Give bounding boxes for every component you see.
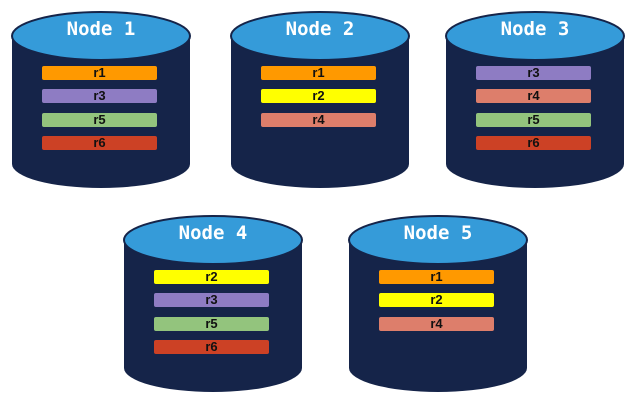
node-cylinder: Node 2 r1 r2 r4 xyxy=(230,6,410,190)
node-title: Node 3 xyxy=(500,18,570,40)
node-cylinder: Node 4 r2 r3 r5 r6 xyxy=(123,210,303,394)
replica-r1: r1 xyxy=(379,270,494,284)
replica-r3: r3 xyxy=(154,293,269,308)
replica-r4: r4 xyxy=(476,89,591,104)
replica-r4: r4 xyxy=(379,316,494,331)
node-cylinder: Node 1 r1 r3 r5 r6 xyxy=(11,6,191,190)
node-cylinder: Node 5 r1 r2 r4 xyxy=(348,210,528,394)
replica-r6: r6 xyxy=(154,339,269,354)
replica-r6: r6 xyxy=(476,135,591,150)
replica-r6: r6 xyxy=(42,135,157,150)
replica-r3: r3 xyxy=(476,66,591,80)
replica-r4: r4 xyxy=(261,112,376,127)
node-title: Node 5 xyxy=(403,222,473,244)
replica-r1: r1 xyxy=(261,66,376,80)
node-title: Node 1 xyxy=(66,18,136,40)
node-cylinder: Node 3 r3 r4 r5 r6 xyxy=(445,6,625,190)
replica-r5: r5 xyxy=(154,316,269,331)
node-title: Node 2 xyxy=(285,18,355,40)
node-title: Node 4 xyxy=(178,222,248,244)
replica-r2: r2 xyxy=(261,89,376,104)
replica-r5: r5 xyxy=(476,112,591,127)
replica-r2: r2 xyxy=(154,270,269,284)
replica-r3: r3 xyxy=(42,89,157,104)
replica-r2: r2 xyxy=(379,293,494,308)
replica-r5: r5 xyxy=(42,112,157,127)
replica-r1: r1 xyxy=(42,66,157,80)
